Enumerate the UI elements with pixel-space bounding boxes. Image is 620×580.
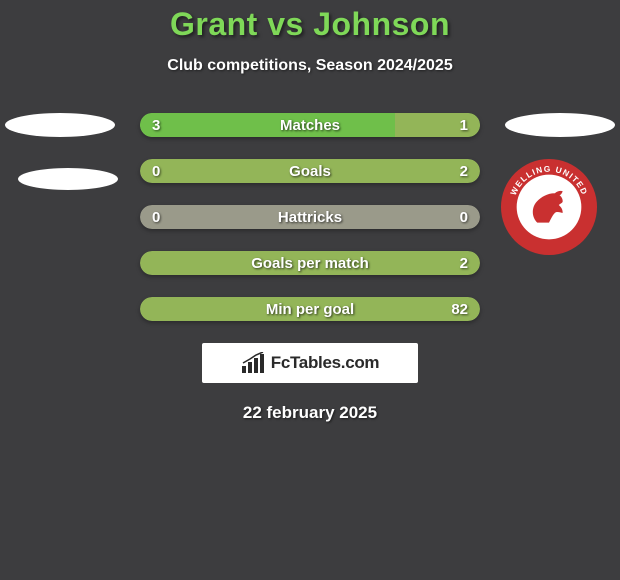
player-left-placeholder-icon — [5, 113, 115, 137]
stats-area: WELLING UNITED FOOTBALL CLUB 31Matches 02… — [0, 113, 620, 321]
stat-row: 82Min per goal — [140, 297, 480, 321]
branding-text: FcTables.com — [271, 353, 380, 373]
stat-label: Goals — [140, 163, 480, 180]
container: Grant vs Johnson Club competitions, Seas… — [0, 0, 620, 423]
stat-label: Goals per match — [140, 255, 480, 272]
stat-row: 2Goals per match — [140, 251, 480, 275]
subtitle: Club competitions, Season 2024/2025 — [0, 57, 620, 75]
stat-row: 31Matches — [140, 113, 480, 137]
branding-badge: FcTables.com — [202, 343, 418, 383]
club-right-badge-icon: WELLING UNITED FOOTBALL CLUB — [500, 158, 598, 256]
stat-row: 02Goals — [140, 159, 480, 183]
chart-bars-icon — [241, 352, 267, 374]
player-right-placeholder-icon — [505, 113, 615, 137]
page-title: Grant vs Johnson — [0, 6, 620, 43]
stat-label: Min per goal — [140, 301, 480, 318]
stat-label: Hattricks — [140, 209, 480, 226]
stat-row: 00Hattricks — [140, 205, 480, 229]
stat-bars: 31Matches 02Goals 00Hattricks 2Goals per ma… — [140, 113, 480, 321]
club-left-placeholder-icon — [18, 168, 118, 190]
date-label: 22 february 2025 — [0, 403, 620, 423]
stat-label: Matches — [140, 117, 480, 134]
